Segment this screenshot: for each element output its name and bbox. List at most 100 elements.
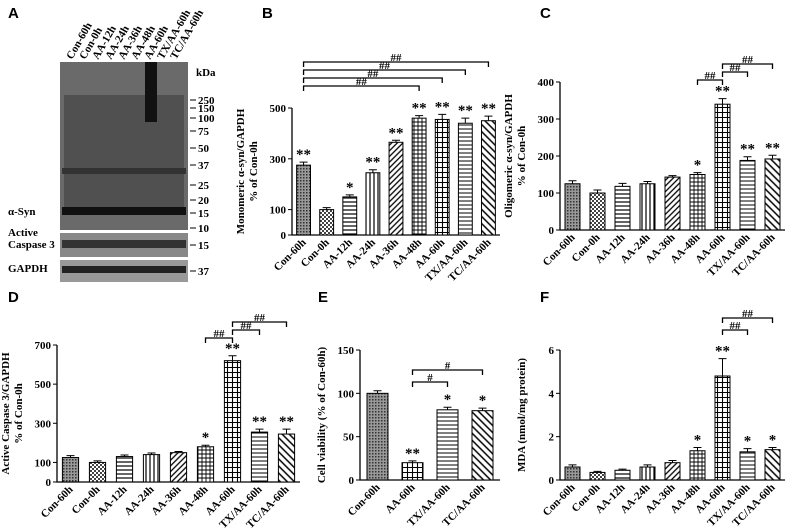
bracket: [411, 381, 449, 387]
significance: **: [412, 101, 427, 117]
error-bar: [718, 98, 727, 105]
y-axis-label: Monomeric α-syn/GAPDH: [235, 108, 247, 234]
marker-label: 37: [198, 160, 210, 172]
significance: **: [405, 446, 420, 462]
significance: **: [296, 147, 311, 163]
bar: [739, 159, 756, 231]
error-bar: [345, 194, 354, 197]
significance: **: [279, 414, 294, 430]
bar: [250, 431, 269, 483]
marker-label: 100: [198, 113, 215, 125]
bracket-label: ##: [254, 312, 266, 324]
error-bar: [618, 182, 627, 187]
marker-label: 75: [198, 126, 210, 138]
x-tick-label: Con-60h: [346, 482, 383, 519]
y-tick-label: 100: [270, 205, 287, 217]
y-tick-label: 300: [270, 154, 287, 166]
bracket: [204, 337, 234, 343]
marker-label: 15: [198, 208, 210, 220]
bar: [589, 192, 606, 231]
bracket-label: ##: [214, 328, 226, 340]
row-label: α-Syn: [8, 206, 36, 218]
bracket-label: ##: [379, 60, 391, 72]
bracket: [302, 77, 443, 83]
bracket: [721, 63, 774, 69]
bar: [664, 176, 681, 231]
y-tick-label: 0: [281, 230, 287, 242]
y-axis-label: Active Caspase 3/GAPDH: [0, 352, 12, 475]
bar: [411, 117, 427, 236]
significance: **: [715, 84, 730, 100]
bracket-label: ##: [241, 320, 253, 332]
bracket-label: #: [445, 360, 451, 372]
error-bar: [743, 448, 752, 452]
error-bar: [174, 450, 183, 453]
significance: **: [389, 125, 404, 141]
bracket: [231, 321, 288, 327]
bar: [689, 450, 706, 481]
error-bar: [415, 115, 424, 119]
bar: [564, 466, 581, 481]
bar: [739, 451, 756, 481]
significance: **: [740, 142, 755, 158]
y-tick-label: 400: [538, 77, 555, 89]
significance: *: [202, 430, 210, 446]
bar: [142, 454, 161, 483]
error-bar: [768, 447, 777, 450]
bracket: [302, 61, 490, 67]
x-tick-label: Con-60h: [39, 484, 76, 521]
bar: [457, 122, 473, 236]
y-tick-label: 150: [338, 345, 355, 357]
significance: *: [769, 433, 777, 449]
bar: [664, 462, 681, 481]
significance: *: [479, 393, 487, 409]
panel-label: E: [318, 289, 328, 306]
significance: **: [252, 414, 267, 430]
bar: [589, 471, 606, 481]
bar: [196, 446, 215, 483]
bar: [388, 141, 404, 236]
error-bar: [299, 161, 308, 166]
marker-label: 15: [198, 240, 210, 252]
significance: *: [744, 434, 752, 450]
bar: [614, 469, 631, 481]
y-axis-label: MDA (nmol/mg protein): [516, 358, 528, 472]
error-bar: [392, 139, 400, 143]
error-bar: [768, 154, 777, 159]
y-tick-label: 50: [343, 432, 355, 444]
marker-label: 37: [198, 266, 210, 278]
bracket-label: ##: [356, 76, 368, 88]
bracket-label: ##: [730, 320, 742, 332]
unit-label: kDa: [196, 67, 216, 79]
marker-label: 150: [198, 103, 215, 115]
row-label: Caspase 3: [8, 239, 55, 251]
error-bar: [618, 468, 627, 471]
significance: *: [346, 180, 354, 196]
y-tick-label: 300: [35, 418, 52, 430]
bracket-label: #: [427, 372, 433, 384]
significance: *: [444, 392, 452, 408]
bar: [436, 409, 459, 481]
bar: [639, 466, 656, 481]
bracket: [721, 317, 774, 323]
marker-label: 50: [198, 143, 210, 155]
significance: *: [694, 433, 702, 449]
error-bar: [484, 115, 493, 121]
error-bar: [408, 460, 417, 463]
error-bar: [66, 455, 75, 458]
x-tick-label: Con-60h: [272, 237, 309, 274]
bar: [471, 410, 494, 481]
bar: [61, 457, 80, 483]
x-tick-label: Con-60h: [541, 482, 578, 519]
blot-image: [60, 62, 188, 282]
bar: [714, 103, 731, 231]
bar: [169, 452, 188, 483]
y-tick-label: 2: [549, 432, 555, 444]
panel-label: A: [8, 5, 19, 22]
bar: [764, 158, 781, 231]
error-bar: [443, 406, 452, 410]
y-tick-label: 200: [538, 151, 555, 163]
bracket-label: ##: [730, 62, 742, 74]
y-axis-label: % of Con-0h: [13, 383, 25, 444]
x-tick-label: AA-60h: [383, 482, 417, 516]
